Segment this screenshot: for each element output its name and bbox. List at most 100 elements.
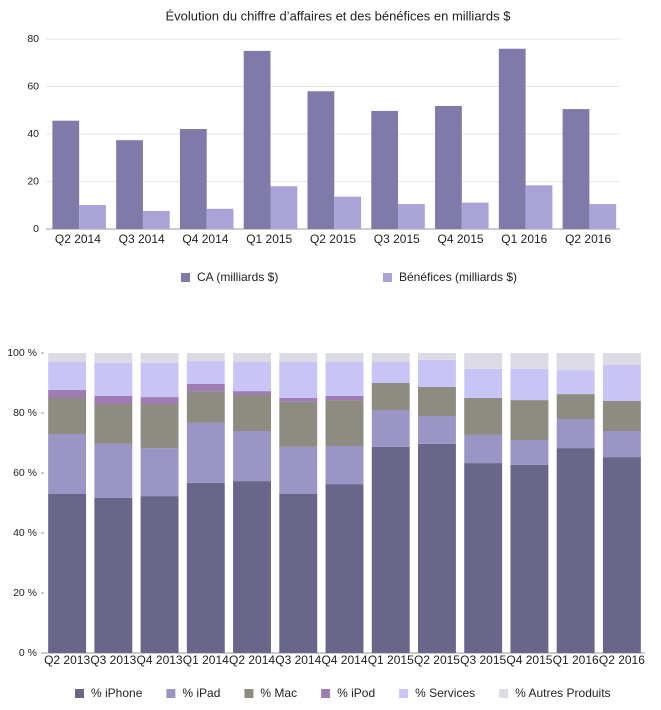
x-tick-label: Q2 2016 — [599, 653, 645, 667]
bar-segment — [464, 353, 503, 369]
y-tick-label: 80 % — [13, 407, 37, 419]
bar-segment — [602, 353, 641, 365]
y-tick-label: 60 % — [13, 467, 37, 479]
bar-segment — [602, 457, 641, 653]
bar-segment — [464, 463, 503, 653]
bar — [116, 140, 143, 229]
bar — [562, 109, 590, 229]
chart-title: Évolution du chiffre d’affaires et des b… — [166, 8, 512, 23]
x-tick-label: Q2 2015 — [310, 232, 356, 246]
x-tick-label: Q2 2016 — [565, 232, 611, 246]
x-tick-label: Q3 2015 — [460, 653, 506, 667]
x-tick-label: Q2 2014 — [55, 232, 101, 246]
bar — [334, 196, 362, 229]
legend-swatch — [244, 689, 254, 698]
x-tick-label: Q1 2014 — [183, 653, 229, 667]
bar-segment — [418, 386, 456, 416]
bar — [498, 48, 526, 229]
legend-label: % iPhone — [91, 686, 143, 700]
legend-label: Bénéfices (milliards $) — [399, 270, 517, 284]
bar-segment — [186, 361, 225, 384]
bar-segment — [464, 368, 503, 398]
bar-segment — [325, 395, 364, 401]
bar-segment — [94, 443, 133, 498]
bar-segment — [510, 464, 549, 653]
x-tick-label: Q4 2013 — [137, 653, 183, 667]
x-tick-label: Q4 2014 — [321, 653, 367, 667]
bar-segment — [140, 353, 179, 363]
bar — [589, 204, 617, 229]
bar-segment — [94, 362, 133, 396]
bar-segment — [140, 362, 179, 398]
bar-segment — [233, 481, 271, 653]
bar-segment — [325, 362, 364, 396]
bar-segment — [48, 494, 87, 653]
bar — [142, 210, 170, 229]
bar-segment — [94, 497, 133, 653]
bar-segment — [233, 395, 271, 431]
bar-segment — [464, 398, 503, 435]
bar-segment — [556, 370, 595, 395]
bar-segment — [602, 365, 641, 401]
bar-segment — [233, 362, 271, 392]
bar-segment — [371, 410, 410, 447]
bar-segment — [279, 353, 318, 362]
bar-segment — [279, 446, 318, 494]
x-tick-label: Q3 2015 — [374, 232, 420, 246]
bar-segment — [510, 440, 549, 465]
bar-segment — [556, 353, 595, 371]
bar-segment — [418, 443, 456, 653]
bar — [525, 185, 553, 229]
bar-segment — [48, 353, 87, 362]
bar — [79, 205, 106, 229]
bar-segment — [186, 353, 225, 362]
x-tick-label: Q1 2016 — [501, 232, 547, 246]
bar-segment — [48, 434, 87, 494]
bar-segment — [48, 398, 87, 434]
bar-segment — [371, 353, 410, 362]
bar-segment — [464, 434, 503, 464]
bar — [270, 186, 298, 229]
bar-segment — [279, 401, 318, 447]
legend-swatch — [321, 689, 331, 698]
bar-segment — [556, 419, 595, 449]
bar-segment — [233, 353, 271, 362]
bar-segment — [279, 398, 318, 402]
bar — [52, 120, 80, 229]
legend-swatch — [499, 689, 509, 698]
y-tick-label: 100 % — [7, 347, 37, 359]
x-tick-label: Q1 2016 — [553, 653, 599, 667]
legend-swatch — [383, 273, 392, 282]
x-tick-label: Q1 2015 — [246, 232, 292, 246]
bar — [179, 129, 207, 229]
bar-segment — [279, 494, 318, 653]
bar-segment — [371, 362, 410, 383]
bar-segment — [140, 496, 179, 653]
legend-label: % iPod — [337, 686, 375, 700]
bar-segment — [140, 404, 179, 449]
x-tick-label: Q3 2013 — [90, 653, 136, 667]
bar-segment — [94, 353, 133, 363]
bar-segment — [186, 383, 225, 392]
legend-label: % Autres Produits — [515, 686, 610, 700]
bar-segment — [94, 395, 133, 404]
bar-segment — [325, 400, 364, 446]
legend-label: % Services — [415, 686, 475, 700]
x-tick-label: Q2 2013 — [44, 653, 90, 667]
bar — [371, 110, 399, 229]
x-tick-label: Q1 2015 — [368, 653, 414, 667]
bar-segment — [418, 353, 456, 360]
y-tick-label: 40 — [27, 128, 39, 140]
bar-segment — [325, 484, 364, 653]
bar-segment — [233, 431, 271, 482]
bar-segment — [602, 431, 641, 458]
bar — [206, 208, 234, 229]
y-tick-label: 20 — [27, 175, 39, 187]
y-tick-label: 20 % — [13, 587, 37, 599]
bar — [307, 91, 335, 229]
y-tick-label: 60 — [27, 80, 39, 92]
bar-segment — [510, 353, 549, 369]
legend-swatch — [181, 273, 190, 282]
legend-label: % Mac — [260, 686, 297, 700]
bar — [435, 105, 462, 229]
